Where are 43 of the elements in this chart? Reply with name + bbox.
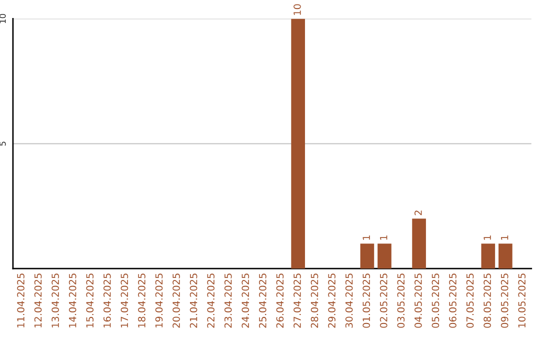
x-tick-label: 03.05.2025	[397, 274, 405, 328]
bar	[481, 244, 496, 269]
x-tick-label: 30.04.2025	[345, 274, 353, 328]
x-tick-label: 08.05.2025	[484, 274, 491, 328]
x-tick-label: 18.04.2025	[138, 274, 146, 328]
data-label: 2	[414, 210, 422, 216]
x-tick-label: 20.04.2025	[172, 274, 180, 328]
data-label: 1	[362, 236, 370, 240]
bar	[360, 244, 374, 269]
bar	[412, 218, 426, 269]
x-tick-label: 13.04.2025	[52, 274, 59, 328]
x-tick-label: 17.04.2025	[120, 274, 128, 328]
x-tick-label: 06.05.2025	[449, 274, 456, 328]
data-label: 1	[380, 236, 388, 240]
x-tick-label: 25.04.2025	[258, 274, 266, 328]
data-label: 10	[294, 4, 301, 15]
x-tick-label: 28.04.2025	[310, 274, 318, 328]
bar	[291, 18, 305, 269]
bar	[498, 244, 512, 269]
x-tick-label: 14.04.2025	[68, 274, 76, 328]
x-tick-label: 26.04.2025	[276, 274, 284, 328]
bar	[378, 244, 392, 269]
y-tick-label: 5	[0, 142, 6, 146]
x-tick-label: 23.04.2025	[224, 274, 232, 328]
x-tick-label: 21.04.2025	[190, 274, 198, 328]
data-label: 1	[484, 236, 491, 240]
x-tick-label: 27.04.2025	[294, 274, 301, 328]
data-label: 1	[501, 236, 508, 240]
x-tick-label: 01.05.2025	[362, 274, 370, 328]
x-tick-label: 24.04.2025	[242, 274, 250, 328]
x-tick-label: 10.05.2025	[518, 274, 526, 328]
x-tick-label: 15.04.2025	[86, 274, 94, 328]
x-tick-label: 16.04.2025	[103, 274, 111, 328]
x-tick-label: 05.05.2025	[432, 274, 440, 328]
x-tick-label: 22.04.2025	[207, 274, 214, 328]
x-tick-label: 07.05.2025	[466, 274, 474, 328]
x-tick-label: 04.05.2025	[414, 274, 422, 328]
x-tick-label: 11.04.2025	[17, 274, 24, 328]
x-tick-label: 12.04.2025	[34, 274, 42, 328]
x-tick-label: 19.04.2025	[155, 274, 163, 328]
x-tick-label: 02.05.2025	[380, 274, 388, 328]
x-tick-label: 09.05.2025	[500, 274, 508, 328]
x-tick-label: 29.04.2025	[328, 274, 336, 328]
